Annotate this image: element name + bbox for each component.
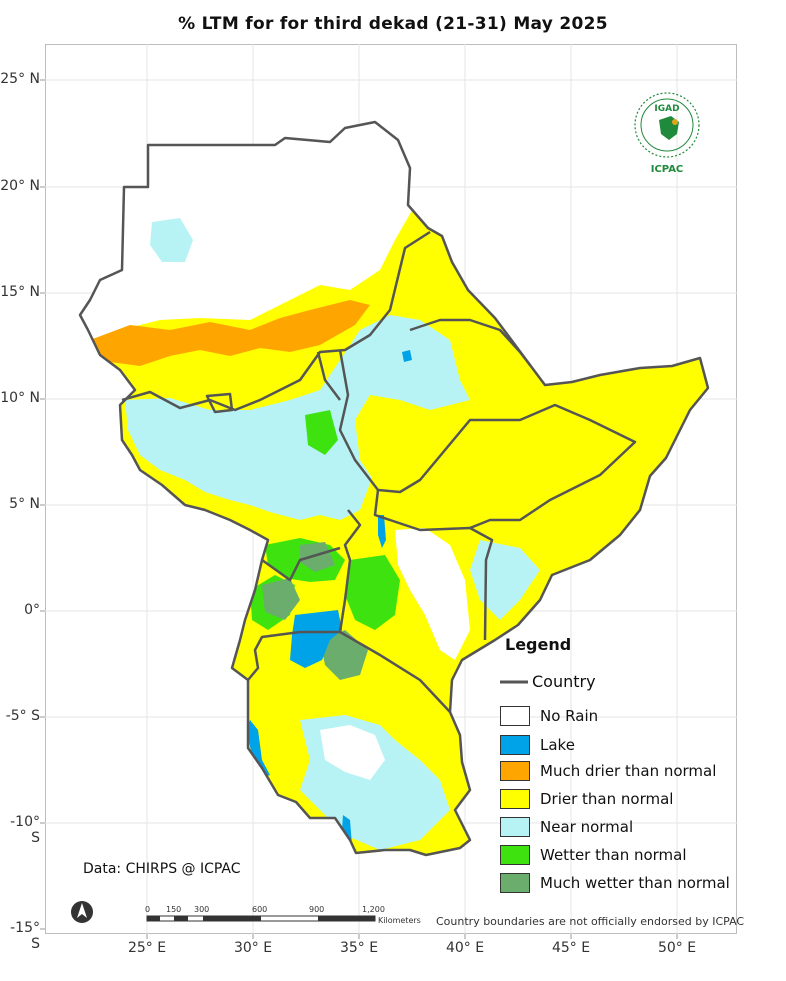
lon-label-35e: 35° E xyxy=(339,940,379,956)
legend-label: No Rain xyxy=(540,707,599,725)
lake-tanganyika xyxy=(246,720,270,778)
scale-tick-300: 300 xyxy=(194,905,209,914)
legend-swatch xyxy=(500,817,530,837)
much-wetter-west xyxy=(262,578,300,620)
legend-swatch xyxy=(500,789,530,809)
logo-top-text: IGAD xyxy=(654,104,679,114)
legend-label: Near normal xyxy=(540,818,634,836)
no-rain-north xyxy=(80,122,420,340)
country-borders xyxy=(78,120,710,857)
lake-malawi xyxy=(342,815,356,855)
lat-label-10s: -10° S xyxy=(10,814,40,846)
scale-unit: Kilometers xyxy=(378,916,421,925)
logo-bottom-text: ICPAC xyxy=(651,164,684,175)
lat-label-15s: -15° S xyxy=(10,920,40,952)
scale-bar-labels: 0 150 300 600 900 1,200 Kilometers xyxy=(145,905,421,925)
legend-swatch xyxy=(500,845,530,865)
scale-tick-1200: 1,200 xyxy=(362,905,385,914)
map-title: % LTM for for third dekad (21-31) May 20… xyxy=(178,14,608,34)
lake-tana xyxy=(402,350,412,362)
legend-swatch xyxy=(500,761,530,781)
near-normal-oasis xyxy=(150,218,193,262)
map-frame xyxy=(45,44,737,934)
scale-tick-0: 0 xyxy=(145,905,150,914)
legend-swatch xyxy=(500,735,530,755)
lon-label-25e: 25° E xyxy=(127,940,167,956)
lon-label-50e: 50° E xyxy=(657,940,697,956)
lat-label-15n: 15° N xyxy=(0,284,40,300)
lon-label-40e: 40° E xyxy=(445,940,485,956)
igad-icpac-logo: IGAD ICPAC xyxy=(631,92,703,176)
lake-victoria xyxy=(290,610,342,668)
scale-tick-900: 900 xyxy=(309,905,324,914)
scale-bar xyxy=(146,915,376,922)
much-drier-band xyxy=(90,300,370,366)
legend-label: Drier than normal xyxy=(540,790,674,808)
lon-label-45e: 45° E xyxy=(551,940,591,956)
scale-tick-150: 150 xyxy=(166,905,181,914)
legend-swatch xyxy=(500,706,530,726)
wetter-ssd xyxy=(305,410,338,455)
scale-tick-600: 600 xyxy=(252,905,267,914)
wetter-uganda xyxy=(345,555,400,630)
legend-country-label: Country xyxy=(532,672,596,691)
disclaimer-text: Country boundaries are not officially en… xyxy=(436,915,745,928)
near-normal-east xyxy=(470,540,540,620)
data-source-label: Data: CHIRPS @ ICPAC xyxy=(83,861,241,877)
much-wetter-north xyxy=(300,542,335,572)
lat-label-10n: 10° N xyxy=(0,390,40,406)
legend-label: Much drier than normal xyxy=(540,762,717,780)
igad-logo-icon: IGAD ICPAC xyxy=(634,92,700,175)
lat-label-20n: 20° N xyxy=(0,178,40,194)
lat-label-5s: -5° S xyxy=(5,708,40,724)
legend-title: Legend xyxy=(505,635,572,654)
legend-label: Much wetter than normal xyxy=(540,874,730,892)
lat-label-25n: 25° N xyxy=(0,71,40,87)
north-arrow-icon xyxy=(71,901,93,923)
lon-label-30e: 30° E xyxy=(233,940,273,956)
near-normal-central xyxy=(125,315,470,520)
legend-label: Lake xyxy=(540,736,575,754)
lat-label-5n: 5° N xyxy=(9,496,40,512)
legend-swatch xyxy=(500,873,530,893)
no-rain-kenya xyxy=(395,528,470,660)
no-rain-tanzania xyxy=(320,725,385,780)
lake-turkana xyxy=(378,515,386,548)
lat-label-0: 0° xyxy=(24,602,40,618)
legend-label: Wetter than normal xyxy=(540,846,687,864)
